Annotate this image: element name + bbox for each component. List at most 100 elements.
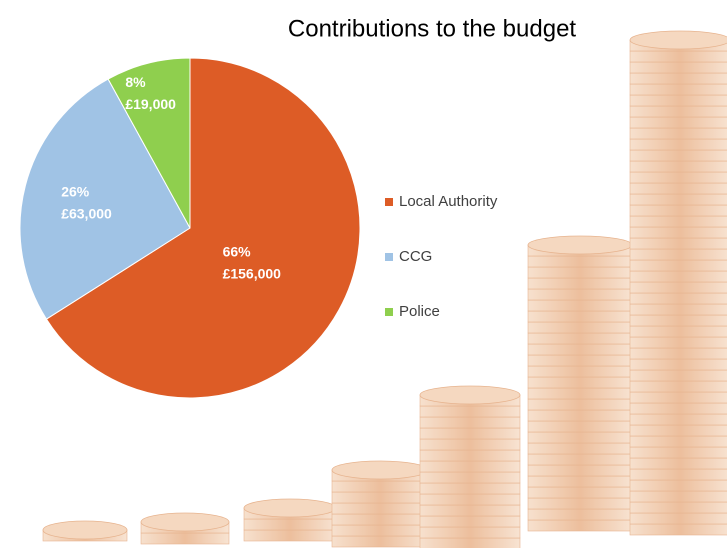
- coin: [527, 508, 633, 521]
- pie-slice: [107, 57, 191, 229]
- coin: [629, 380, 727, 393]
- coin: [629, 259, 727, 272]
- coin: [527, 442, 633, 455]
- coin: [419, 471, 521, 484]
- coin: [629, 303, 727, 316]
- slice-percent-label: 66%: [223, 243, 252, 259]
- coin: [629, 171, 727, 184]
- coin: [419, 416, 521, 429]
- coin: [629, 336, 727, 349]
- coin: [243, 529, 337, 542]
- coin-top: [42, 520, 128, 540]
- coin: [629, 292, 727, 305]
- pie-slice: [19, 78, 191, 320]
- coin: [629, 127, 727, 140]
- slice-percent-label: 8%: [125, 74, 146, 90]
- coin: [527, 420, 633, 433]
- coin: [527, 464, 633, 477]
- coin: [629, 116, 727, 129]
- coin: [629, 391, 727, 404]
- coin: [331, 480, 429, 493]
- coin: [527, 475, 633, 488]
- coin: [629, 182, 727, 195]
- coin: [629, 446, 727, 459]
- coin: [527, 332, 633, 345]
- coin-top: [243, 498, 337, 518]
- coin: [629, 204, 727, 217]
- coin: [331, 502, 429, 515]
- coin-top: [419, 385, 521, 405]
- slice-amount-label: £156,000: [223, 265, 282, 281]
- coin: [527, 321, 633, 334]
- coin: [527, 255, 633, 268]
- coin: [527, 431, 633, 444]
- coin: [527, 497, 633, 510]
- coin: [331, 535, 429, 548]
- coin: [331, 524, 429, 537]
- legend: Local Authority CCG Police: [385, 193, 498, 320]
- coin: [419, 482, 521, 495]
- coin: [527, 343, 633, 356]
- coin: [527, 486, 633, 499]
- coin: [629, 347, 727, 360]
- coin: [527, 288, 633, 301]
- coin-background: [42, 30, 727, 548]
- coin: [629, 501, 727, 514]
- coin: [419, 537, 521, 548]
- slice-amount-label: £63,000: [61, 206, 112, 222]
- coin: [419, 515, 521, 528]
- legend-swatch: [385, 198, 393, 206]
- slice-percent-label: 26%: [61, 184, 90, 200]
- coin: [527, 387, 633, 400]
- coin: [629, 138, 727, 151]
- coin: [419, 427, 521, 440]
- coin: [140, 532, 230, 545]
- coin: [419, 460, 521, 473]
- legend-swatch: [385, 308, 393, 316]
- coin: [629, 325, 727, 338]
- coin: [629, 160, 727, 173]
- coin: [629, 369, 727, 382]
- coin: [629, 479, 727, 492]
- coin-top: [629, 30, 727, 50]
- coin: [527, 299, 633, 312]
- coin: [527, 398, 633, 411]
- legend-label: Local Authority: [399, 193, 498, 210]
- coin: [629, 226, 727, 239]
- coin: [629, 402, 727, 415]
- coin-top: [140, 512, 230, 532]
- coin: [419, 493, 521, 506]
- coin: [629, 468, 727, 481]
- coin: [331, 491, 429, 504]
- coin: [629, 435, 727, 448]
- coin: [629, 72, 727, 85]
- coin: [629, 50, 727, 63]
- coin: [331, 513, 429, 526]
- coin: [629, 424, 727, 437]
- coin: [629, 281, 727, 294]
- coin: [419, 504, 521, 517]
- coin: [629, 193, 727, 206]
- coin: [629, 523, 727, 536]
- coin: [629, 237, 727, 250]
- coin: [629, 490, 727, 503]
- coin: [527, 354, 633, 367]
- coin: [527, 277, 633, 290]
- coin: [629, 215, 727, 228]
- coin-top: [527, 235, 633, 255]
- legend-label: CCG: [399, 248, 432, 265]
- coin: [419, 449, 521, 462]
- legend-swatch: [385, 253, 393, 261]
- coin: [629, 270, 727, 283]
- coin: [629, 512, 727, 525]
- coin: [527, 409, 633, 422]
- coin: [527, 310, 633, 323]
- coin: [629, 314, 727, 327]
- coin: [527, 519, 633, 532]
- coin: [629, 248, 727, 261]
- coin-top: [331, 460, 429, 480]
- coin: [243, 518, 337, 531]
- coin: [629, 94, 727, 107]
- pie-slice: [45, 57, 361, 399]
